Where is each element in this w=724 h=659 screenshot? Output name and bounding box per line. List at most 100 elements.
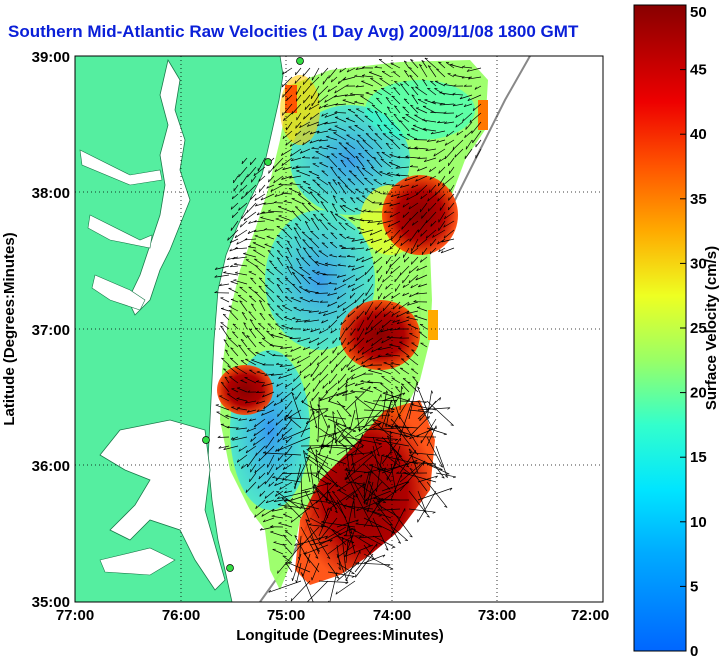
velocity-arrow-head [347, 341, 349, 345]
velocity-arrow-head [325, 536, 328, 540]
velocity-arrow [259, 300, 266, 312]
velocity-arrow-head [365, 133, 369, 135]
velocity-arrow-head [347, 539, 350, 543]
velocity-arrow [249, 319, 257, 330]
velocity-arrow-head [286, 97, 288, 101]
velocity-arrow [318, 527, 353, 546]
velocity-arrow [255, 265, 266, 276]
velocity-arrow-head [227, 237, 229, 241]
velocity-arrow [325, 382, 338, 394]
velocity-arrow [422, 79, 428, 87]
velocity-arrow [428, 202, 437, 212]
velocity-arrow [228, 287, 239, 294]
velocity-arrow [351, 373, 365, 380]
velocity-arrow-head [280, 346, 283, 349]
velocity-arrow [253, 166, 266, 177]
velocity-arrow-head [393, 87, 397, 89]
velocity-arrow-head [284, 490, 287, 494]
colorbar-tick: 45 [690, 62, 707, 79]
velocity-arrow-head [292, 283, 296, 286]
velocity-arrow-head [342, 77, 346, 81]
velocity-arrow [403, 60, 410, 69]
velocity-arrow [342, 205, 356, 213]
velocity-arrow [302, 247, 311, 258]
velocity-arrow [361, 80, 374, 87]
velocity-arrow-head [253, 219, 257, 223]
velocity-arrow-head [398, 306, 401, 310]
velocity-arrow-head [344, 94, 348, 97]
velocity-arrow-head [234, 271, 238, 274]
velocity-arrow-head [447, 407, 451, 410]
velocity-arrow [264, 490, 275, 499]
velocity-arrow-head [409, 217, 411, 221]
velocity-arrow [297, 355, 311, 364]
velocity-arrow-head [444, 142, 447, 146]
velocity-arrow [364, 115, 374, 123]
velocity-arrow [334, 283, 347, 291]
velocity-arrow [455, 121, 464, 128]
velocity-arrow-head [399, 336, 403, 339]
velocity-arrow [311, 391, 320, 402]
velocity-arrow-head [368, 369, 372, 371]
velocity-arrow [312, 163, 320, 168]
velocity-arrow-head [307, 446, 311, 450]
velocity-arrow [295, 67, 302, 76]
velocity-arrow [358, 409, 383, 432]
velocity-arrow [345, 483, 365, 501]
velocity-arrow [351, 238, 365, 242]
velocity-arrow-head [342, 307, 345, 311]
velocity-arrow [379, 171, 392, 177]
velocity-arrow [374, 310, 383, 319]
velocity-arrow [459, 94, 473, 100]
velocity-arrow-head [420, 196, 423, 200]
velocity-arrow [275, 472, 284, 482]
velocity-arrow [291, 392, 302, 420]
velocity-arrow [358, 153, 365, 159]
velocity-arrow [214, 265, 230, 270]
velocity-arrow [338, 222, 347, 231]
velocity-arrow [429, 247, 437, 255]
velocity-arrow-head [321, 242, 325, 244]
velocity-arrow [327, 562, 340, 579]
velocity-arrow-head [303, 116, 305, 120]
velocity-arrow [411, 256, 419, 265]
velocity-arrow [401, 220, 410, 230]
velocity-arrow [403, 247, 410, 258]
velocity-arrow-head [408, 280, 411, 284]
velocity-arrow [263, 452, 302, 456]
velocity-arrow-head [256, 409, 260, 412]
velocity-arrow [375, 503, 401, 519]
lon-tick: 74:00 [373, 607, 411, 624]
velocity-arrow [345, 454, 374, 480]
velocity-arrow-head [345, 327, 348, 331]
velocity-arrow-head [325, 389, 328, 394]
velocity-arrow-head [336, 315, 339, 319]
velocity-arrow [295, 391, 302, 400]
velocity-arrow-head [416, 244, 419, 248]
velocity-arrow [243, 322, 248, 330]
velocity-arrow-head [426, 139, 430, 142]
velocity-arrow [231, 193, 239, 200]
velocity-arrow [318, 432, 338, 438]
velocity-arrow-head [289, 143, 292, 147]
velocity-arrow-head [289, 336, 293, 339]
velocity-arrow [372, 517, 389, 551]
velocity-arrow [404, 175, 419, 182]
velocity-arrow [408, 454, 443, 470]
velocity-arrow [263, 517, 275, 523]
velocity-arrow [272, 157, 284, 169]
velocity-arrow [452, 103, 464, 107]
colorbar-tick: 50 [690, 4, 707, 21]
velocity-arrow [270, 184, 284, 192]
velocity-arrow-head [415, 292, 419, 295]
velocity-arrow [318, 103, 329, 109]
velocity-arrow-head [380, 329, 383, 333]
velocity-arrow-head [337, 263, 341, 266]
velocity-arrow-head [354, 344, 356, 348]
velocity-arrow-head [448, 197, 450, 201]
velocity-arrow [241, 193, 248, 200]
velocity-arrow [409, 333, 419, 339]
velocity-arrow-head [390, 361, 394, 364]
velocity-arrow-head [273, 201, 277, 204]
velocity-arrow [390, 508, 413, 538]
